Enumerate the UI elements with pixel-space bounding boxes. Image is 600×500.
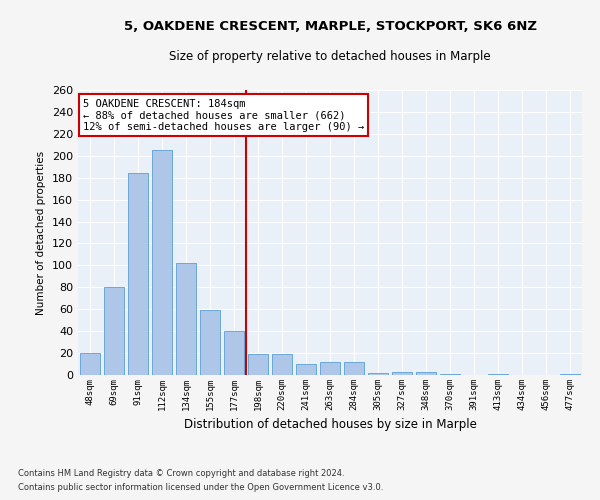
X-axis label: Distribution of detached houses by size in Marple: Distribution of detached houses by size … — [184, 418, 476, 432]
Bar — [296, 364, 316, 375]
Bar — [392, 372, 412, 375]
Text: 5, OAKDENE CRESCENT, MARPLE, STOCKPORT, SK6 6NZ: 5, OAKDENE CRESCENT, MARPLE, STOCKPORT, … — [124, 20, 536, 33]
Bar — [176, 263, 196, 375]
Y-axis label: Number of detached properties: Number of detached properties — [37, 150, 46, 314]
Bar — [128, 174, 148, 375]
Bar — [416, 372, 436, 375]
Text: Size of property relative to detached houses in Marple: Size of property relative to detached ho… — [169, 50, 491, 63]
Bar — [488, 374, 508, 375]
Text: 5 OAKDENE CRESCENT: 184sqm
← 88% of detached houses are smaller (662)
12% of sem: 5 OAKDENE CRESCENT: 184sqm ← 88% of deta… — [83, 98, 364, 132]
Bar — [560, 374, 580, 375]
Bar — [80, 353, 100, 375]
Text: Contains public sector information licensed under the Open Government Licence v3: Contains public sector information licen… — [18, 484, 383, 492]
Bar — [440, 374, 460, 375]
Bar — [320, 362, 340, 375]
Bar — [344, 362, 364, 375]
Bar — [272, 354, 292, 375]
Bar — [104, 288, 124, 375]
Text: Contains HM Land Registry data © Crown copyright and database right 2024.: Contains HM Land Registry data © Crown c… — [18, 468, 344, 477]
Bar — [152, 150, 172, 375]
Bar — [368, 373, 388, 375]
Bar — [200, 310, 220, 375]
Bar — [224, 331, 244, 375]
Bar — [248, 354, 268, 375]
